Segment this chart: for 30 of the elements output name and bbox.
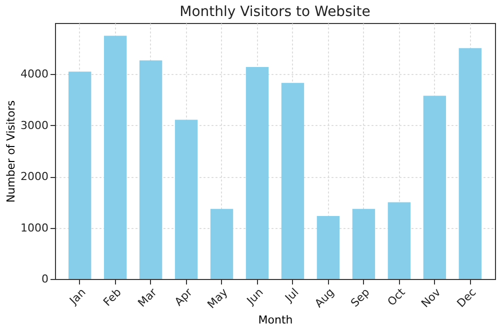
bar [139, 60, 162, 279]
bar [458, 48, 482, 279]
x-tick-label: Nov [418, 285, 444, 310]
bar [388, 202, 411, 279]
y-tick-label: 0 [42, 272, 48, 286]
y-tick-label: 1000 [20, 221, 48, 234]
x-tick-label: Mar [135, 285, 160, 310]
bar [316, 216, 340, 279]
bar [68, 72, 92, 279]
x-tick-label: Sep [348, 286, 372, 310]
x-tick-label: Jul [282, 286, 302, 306]
y-tick-label: 4000 [20, 68, 48, 81]
y-tick-label: 3000 [20, 118, 48, 132]
bar [246, 67, 269, 279]
y-axis-title: Number of Visitors [4, 100, 18, 203]
bar [210, 208, 234, 279]
x-tick-label: Apr [172, 285, 196, 308]
x-axis-title: Month [258, 313, 293, 326]
bar [352, 208, 376, 279]
x-tick-label: Feb [100, 286, 124, 309]
y-tick-label: 2000 [20, 170, 48, 184]
chart-title: Monthly Visitors to Website [180, 4, 370, 20]
bar [423, 96, 446, 279]
x-tick-label: Oct [385, 285, 408, 308]
bar [174, 120, 198, 279]
bar [104, 36, 127, 279]
x-tick-label: Jan [66, 286, 88, 308]
x-tick-label: Dec [454, 286, 479, 310]
x-tick-label: Jun [244, 286, 266, 308]
bar [281, 82, 304, 279]
